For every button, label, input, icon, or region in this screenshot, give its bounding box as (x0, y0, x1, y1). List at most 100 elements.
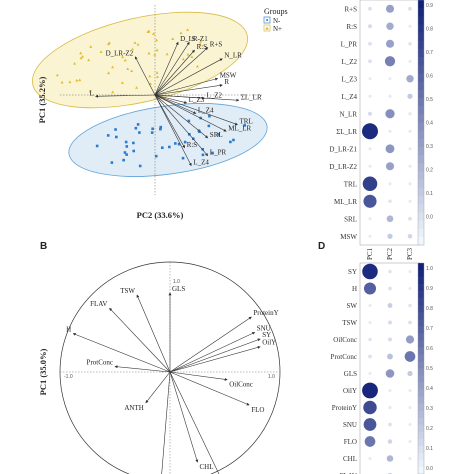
score-point-n-minus (183, 140, 187, 144)
loading-label-anth: ANTH (124, 404, 143, 412)
score-point-n-plus (147, 29, 151, 33)
heatmap-cell-trl-pc3 (408, 182, 412, 186)
score-point-n-minus (168, 145, 171, 149)
score-point-n-plus (195, 64, 199, 68)
loading-arrow-msw (154, 77, 219, 96)
score-point-n-plus (199, 39, 203, 43)
heatmap-cell-l-pr-pc3 (408, 41, 412, 46)
loading-arrow-snu (169, 332, 256, 373)
colorbar: 1.0 0.9 0.8 0.7 0.6 0.5 0.4 0.3 0.2 0.1 0.0 (417, 262, 433, 474)
colorbar-tick-0-5: 0.5 (426, 97, 433, 103)
heatmap-cell-ml-lr-pc3 (408, 199, 412, 203)
loading-arrow-srl (154, 94, 209, 139)
heatmap-row-label-flo: FLO (344, 438, 357, 446)
heatmap-cell-oilconc-pc3 (405, 335, 415, 344)
loading-label-proteiny: ProteinY (253, 309, 278, 317)
score-point-n-plus (111, 65, 115, 69)
loading-label-tsw: TSW (120, 287, 135, 295)
loading-arrow-h (72, 333, 171, 373)
legend-title: Groups (264, 7, 288, 16)
loading-label-trl: TRL (240, 118, 253, 126)
score-point-n-plus (121, 55, 125, 59)
score-point-n-plus (179, 31, 183, 35)
heatmap-cell-trl-pc1 (362, 176, 378, 192)
loading-arrow-sw (161, 371, 171, 474)
loading-arrow-d-lr-z2 (134, 56, 156, 96)
score-point-n-plus (155, 71, 159, 74)
score-point-n-minus (159, 127, 162, 131)
loading-label-sy: SY (262, 331, 271, 339)
loading-arrow-r-s (154, 49, 195, 96)
heatmap-row-label-l-z2: L_Z2 (341, 58, 357, 66)
heatmap-col-label-pc3: PC3 (406, 247, 414, 260)
loadings-circle-b: B -1.0 1.0 1.0 TSW GLS FLAV H ProtConc ANTH Pr… (38, 241, 281, 474)
score-point-n-minus (201, 153, 205, 157)
ylabel-a: PC1 (35.2%) (37, 76, 47, 123)
score-point-n-plus (153, 53, 157, 56)
heatmap-cell-oily-pc3 (408, 388, 412, 393)
heatmap-cell-l-lr-pc2 (388, 129, 392, 133)
heatmap-cell-l-z2-pc3 (408, 59, 412, 63)
heatmap-cell-l-lr-pc3 (408, 129, 412, 133)
score-point-n-plus (198, 42, 202, 46)
loading-label-d-lr-z2: D_LR-Z2 (106, 50, 134, 58)
colorbar-tick-0-1: 0.1 (426, 191, 433, 197)
colorbar-tick-0-9: 0.9 (426, 286, 433, 292)
score-point-n-minus (125, 145, 129, 148)
heatmap-cell-protconc-pc2 (387, 353, 393, 360)
heatmap-row-label-d-lr-z1: D_LR-Z1 (329, 145, 357, 153)
score-point-n-plus (99, 50, 103, 54)
colorbar-tick-0-7: 0.7 (426, 50, 433, 56)
heatmap-cell-protconc-pc1 (368, 354, 372, 359)
heatmap-row-label-chl: CHL (343, 455, 357, 463)
heatmap-cell-l-z2-pc2 (384, 56, 396, 67)
heatmap-cell-ml-lr-pc2 (388, 199, 392, 204)
heatmap-cell-ml-lr-pc1 (363, 194, 377, 208)
loadings-b: TSW GLS FLAV H ProtConc ANTH ProteinY SNUSYOilY… (66, 285, 279, 474)
legend-label-n-plus: N+ (273, 25, 282, 33)
loading-arrow-sy (169, 338, 261, 373)
heatmap-cell-snu-pc3 (408, 422, 412, 427)
heatmap-row-label-l-z4: L_Z4 (341, 93, 357, 101)
score-point-n-plus (81, 55, 85, 58)
heatmap-cell-sw-pc2 (387, 303, 393, 308)
score-point-n-minus (151, 127, 154, 131)
heatmap-cell-srl-pc3 (408, 216, 412, 221)
heatmap-cell-proteiny-pc2 (388, 405, 392, 410)
score-point-n-minus (110, 161, 114, 164)
heatmap-cell-l-z4-pc2 (388, 94, 392, 98)
colorbar-tick-0-6: 0.6 (426, 346, 433, 352)
loading-arrow-d-lr-z1 (154, 41, 179, 96)
heatmap-cell-snu-pc2 (388, 422, 392, 427)
heatmap-cell-tsw-pc2 (387, 320, 393, 325)
heatmap-cell-l-lr-pc1 (362, 123, 378, 140)
loading-arrow-anth (145, 371, 171, 404)
loading-label-l-z4: L_Z4 (198, 106, 214, 114)
loading-label-h: H (66, 326, 71, 334)
loading-arrow-l-z4 (154, 94, 192, 167)
heatmap-cell-gls-pc3 (407, 370, 413, 377)
heatmap-cell-l-pr-pc1 (368, 41, 372, 46)
colorbar: 0.9 0.8 0.7 0.6 0.5 0.4 0.3 0.2 0.1 0.0 (417, 0, 433, 246)
score-point-n-minus (132, 141, 135, 145)
score-point-n-plus (147, 51, 151, 55)
score-point-n-minus (243, 124, 247, 127)
colorbar-tick-0-2: 0.2 (426, 167, 433, 173)
score-point-n-plus (165, 52, 169, 56)
heatmap-cell-flo-pc2 (387, 439, 393, 444)
tick-x-right: 1.0 (268, 374, 275, 380)
heatmap-cell-l-z3-pc2 (388, 77, 392, 81)
heatmap-row-label-proteiny: ProteinY (332, 404, 357, 412)
heatmap-row-label-tsw: TSW (342, 319, 357, 327)
heatmap-cell-sy-pc3 (408, 269, 412, 274)
colorbar-tick-0-7: 0.7 (426, 326, 433, 332)
score-point-n-plus (151, 32, 155, 35)
score-point-n-minus (138, 164, 142, 168)
heatmap-cell-gls-pc1 (368, 371, 372, 376)
loading-arrow-s (154, 41, 190, 96)
loading-arrow-oilconc (169, 371, 228, 381)
heatmap-cell-n-lr-pc3 (408, 112, 412, 116)
score-point-n-plus (171, 37, 175, 41)
score-point-n-plus (55, 73, 59, 77)
loading-arrow-l-z3 (154, 94, 188, 104)
